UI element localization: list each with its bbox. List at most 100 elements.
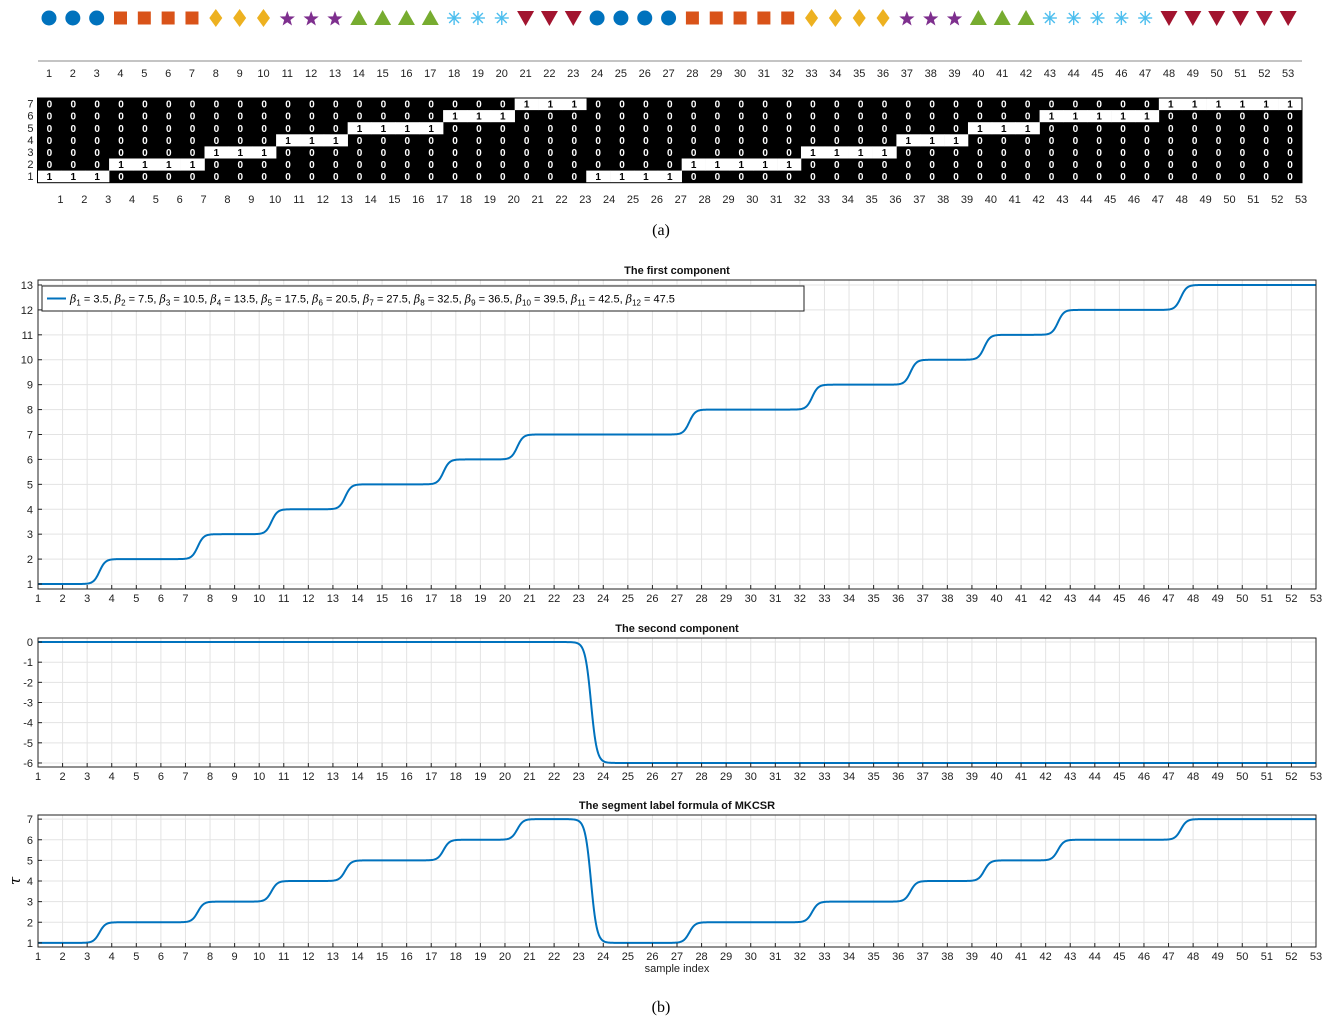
matrix-cell-active <box>443 110 468 123</box>
matrix-cell-value: 0 <box>1192 160 1198 171</box>
x-tick-label: 22 <box>548 951 560 963</box>
matrix-cell-value: 0 <box>166 148 172 159</box>
x-tick-label: 32 <box>794 593 806 605</box>
matrix-cell-value: 0 <box>524 148 530 159</box>
matrix-cell-value: 0 <box>1025 112 1031 123</box>
matrix-cell-value: 1 <box>94 172 100 183</box>
x-tick-label: 28 <box>695 771 707 783</box>
x-tick-label: 15 <box>376 771 388 783</box>
x-tick-label: 10 <box>253 771 265 783</box>
matrix-cell-active <box>753 158 778 171</box>
matrix-cell-active <box>920 134 945 147</box>
strip-tick-label: 10 <box>257 68 269 80</box>
x-tick-label: 35 <box>867 593 879 605</box>
matrix-cell-value: 0 <box>929 172 935 183</box>
x-tick-label: 15 <box>376 593 388 605</box>
strip-tick-label: 51 <box>1234 68 1246 80</box>
matrix-cell-value: 0 <box>1240 172 1246 183</box>
chart-title: The second component <box>615 623 739 635</box>
x-tick-label: 26 <box>646 771 658 783</box>
matrix-cell-value: 0 <box>1120 100 1126 111</box>
y-tick-label: 5 <box>27 855 33 867</box>
matrix-cell-value: 1 <box>1216 100 1222 111</box>
legend-value: = 36.5, <box>476 294 516 306</box>
matrix-cell-value: 0 <box>786 136 792 147</box>
matrix-cell-value: 0 <box>906 112 912 123</box>
matrix-cell-value: 0 <box>238 124 244 135</box>
matrix-cell-value: 1 <box>1287 100 1293 111</box>
strip-tick-label: 2 <box>70 68 76 80</box>
asterisk-icon <box>1138 11 1153 25</box>
legend-subscript: 2 <box>121 299 126 308</box>
matrix-cell-value: 0 <box>166 112 172 123</box>
matrix-cell-value: 0 <box>572 112 578 123</box>
matrix-cell-value: 0 <box>953 112 959 123</box>
legend-value: = 32.5, <box>425 294 465 306</box>
matrix-cell-value: 0 <box>739 100 745 111</box>
x-tick-label: 50 <box>1236 951 1248 963</box>
matrix-cell-value: 0 <box>1168 148 1174 159</box>
diamond-icon <box>852 9 866 27</box>
legend-subscript: 6 <box>319 299 324 308</box>
matrix-cell-value: 0 <box>381 112 387 123</box>
matrix-col-label: 13 <box>341 194 353 206</box>
x-tick-label: 30 <box>745 593 757 605</box>
matrix-cell-value: 0 <box>1263 160 1269 171</box>
matrix-cell-value: 0 <box>1096 148 1102 159</box>
matrix-cell-value: 0 <box>476 124 482 135</box>
matrix-cell-value: 0 <box>1049 160 1055 171</box>
matrix-cell-value: 0 <box>619 148 625 159</box>
matrix-col-label: 28 <box>698 194 710 206</box>
matrix-col-label: 46 <box>1128 194 1140 206</box>
matrix-col-label: 37 <box>913 194 925 206</box>
strip-tick-label: 29 <box>710 68 722 80</box>
x-tick-label: 7 <box>182 771 188 783</box>
x-tick-label: 3 <box>84 951 90 963</box>
matrix-cell-value: 0 <box>500 172 506 183</box>
matrix-cell-value: 0 <box>953 100 959 111</box>
matrix-cell-value: 0 <box>1168 136 1174 147</box>
matrix-cell-value: 0 <box>452 124 458 135</box>
x-tick-label: 14 <box>351 951 363 963</box>
x-tick-label: 23 <box>573 771 585 783</box>
x-tick-label: 33 <box>818 771 830 783</box>
matrix-cell-value: 0 <box>238 100 244 111</box>
strip-tick-label: 43 <box>1044 68 1056 80</box>
matrix-cell-value: 0 <box>476 172 482 183</box>
legend-value: = 17.5, <box>272 294 312 306</box>
legend-value: = 27.5, <box>374 294 414 306</box>
matrix-cell-value: 0 <box>476 136 482 147</box>
matrix-cell-value: 1 <box>667 172 673 183</box>
matrix-cell-value: 0 <box>595 100 601 111</box>
y-tick-label: -3 <box>23 698 33 710</box>
matrix-cell-active <box>705 158 730 171</box>
legend: β1 = 3.5, β2 = 7.5, β3 = 10.5, β4 = 13.5… <box>41 285 805 312</box>
matrix-cell-value: 0 <box>214 172 220 183</box>
matrix-cell-value: 0 <box>1001 148 1007 159</box>
square-icon <box>685 11 699 25</box>
matrix-cell-value: 0 <box>500 160 506 171</box>
matrix-cell-active <box>586 170 611 183</box>
matrix-cell-value: 0 <box>71 112 77 123</box>
matrix-cell-value: 0 <box>548 112 554 123</box>
matrix-cell-value: 0 <box>333 148 339 159</box>
matrix-cell-value: 0 <box>452 172 458 183</box>
matrix-cell-value: 0 <box>1287 172 1293 183</box>
circle-icon <box>89 10 105 26</box>
matrix-cell-value: 1 <box>1073 112 1079 123</box>
x-tick-label: 37 <box>917 593 929 605</box>
matrix-cell-value: 0 <box>357 148 363 159</box>
panel-a: 1 2 3 4 5 6 7 8 9 10 11 12 13 14 15 16 17 18 19 20 21 22 23 24 2… <box>27 9 1307 239</box>
matrix-cell-value: 0 <box>166 136 172 147</box>
matrix-cell-value: 0 <box>1049 172 1055 183</box>
x-tick-label: 17 <box>425 771 437 783</box>
matrix-cell-value: 1 <box>548 100 554 111</box>
matrix-cell-value: 1 <box>261 148 267 159</box>
strip-tick-label: 52 <box>1258 68 1270 80</box>
matrix-cell-value: 0 <box>357 172 363 183</box>
matrix-cell-value: 0 <box>906 172 912 183</box>
triangle-up-icon <box>397 10 415 25</box>
x-tick-label: 5 <box>133 593 139 605</box>
x-tick-label: 15 <box>376 951 388 963</box>
strip-tick-label: 40 <box>972 68 984 80</box>
